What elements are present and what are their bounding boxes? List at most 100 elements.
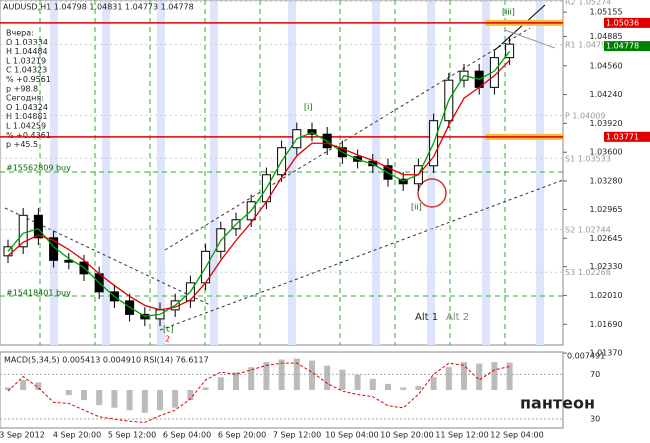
wave-label: [c] (163, 325, 174, 334)
macd-bar (400, 387, 407, 390)
macd-bar (187, 389, 194, 401)
rsi-line (7, 362, 510, 423)
day-separators (0, 0, 563, 345)
pivot-label: P 1.04009 (565, 111, 605, 120)
y-tick-label: 1.04240 (589, 90, 622, 99)
pivot-label: S2 1.02744 (565, 225, 611, 234)
header: AUDUSD,H1 1.04798 1.04831 1.04773 1.0477… (3, 3, 194, 12)
x-tick-label: 10 Sep 20:00 (380, 431, 433, 440)
pivot-name: S1 (565, 154, 575, 163)
macd-bar (111, 389, 118, 408)
rsi-tick: 30 (590, 415, 600, 424)
macd-bar (445, 367, 452, 390)
y-tick-label: 1.01690 (589, 320, 622, 329)
macd-bar (172, 389, 179, 408)
info-line: Сегодня: (6, 94, 44, 103)
macd-bar (35, 382, 42, 390)
price-box (604, 131, 650, 142)
pivot-label: S1 1.03533 (565, 154, 611, 163)
macd-bar (202, 387, 209, 390)
macd-bar (506, 362, 513, 390)
x-tick-label: 12 Sep 04:00 (490, 431, 543, 440)
macd-bar (309, 360, 315, 390)
price-label: 1.03771 (606, 132, 639, 141)
macd-bar (385, 383, 391, 390)
info-line: % +0.9561 (6, 75, 51, 84)
pivot-name: R1 (565, 40, 576, 49)
x-tick-label: 11 Sep 12:00 (435, 431, 488, 440)
pivot-value: 1.02744 (578, 225, 611, 234)
macd-bar (369, 378, 376, 390)
x-tick-label: 5 Sep 12:00 (108, 431, 156, 440)
y-tick-label: 1.04560 (589, 61, 622, 70)
macd-bar (126, 389, 133, 411)
order-label: #15418401 buy (6, 289, 71, 298)
wave-label: [iii] (502, 8, 515, 17)
price-box (604, 41, 650, 52)
macd-bar (233, 372, 239, 390)
wave-label: 2 (165, 335, 170, 344)
x-tick-label: 7 Sep 12:00 (273, 431, 321, 440)
macd-bar (141, 389, 148, 413)
macd-bar (217, 377, 224, 390)
info-line: O 1.03334 (6, 38, 48, 47)
macd-bar (65, 389, 72, 396)
x-tick-label: 6 Sep 20:00 (218, 431, 266, 440)
macd-bar (430, 377, 437, 390)
macd-bar (248, 367, 255, 390)
wave-label: [ii] (411, 203, 422, 212)
trend-arrows (494, 4, 556, 51)
y-tick-label: 1.03920 (589, 119, 622, 128)
pivot-value: 1.02268 (578, 268, 611, 277)
pivot-value: 1.03533 (578, 154, 611, 163)
y-tick-label: 1.02010 (589, 291, 622, 300)
macd-bar (461, 362, 467, 390)
indicator-title: MACD(5,34,5) 0.005413 0.004910 RSI(14) 7… (4, 356, 209, 365)
info-line: p +98.8 (6, 84, 38, 93)
pivot-label: R2 1.05274 (565, 0, 611, 6)
macd-bar (157, 389, 163, 411)
x-tick-label: 3 Sep 2012 (0, 431, 45, 440)
session-bands (50, 1, 544, 345)
macd-bar (263, 362, 270, 390)
pivot-value: 1.05274 (578, 0, 611, 6)
info-line: H 1.04484 (6, 47, 48, 56)
macd-bar (324, 365, 331, 390)
price-label: 1.04778 (606, 42, 639, 51)
macd-bar (415, 385, 422, 390)
y-tick-label: 1.03600 (589, 148, 622, 157)
pivot-label: R1 1.04796 (565, 40, 611, 49)
info-line: H 1.04881 (6, 112, 48, 121)
candle-body (18, 214, 28, 248)
pivot-label: S3 1.02268 (565, 268, 611, 277)
macd-bar (476, 363, 483, 390)
pivot-name: S3 (565, 268, 575, 277)
candle-body (33, 214, 43, 239)
info-line: O 1.04324 (6, 103, 48, 112)
info-line: C 1.04323 (6, 66, 47, 75)
pivot-value: 1.04009 (572, 111, 605, 120)
y-tick-label: 1.04885 (589, 32, 622, 41)
y-tick-label: 1.02965 (589, 205, 622, 214)
y-tick-label: 1.01370 (589, 349, 622, 358)
candle-body (49, 237, 59, 261)
highlight-circle (417, 178, 447, 208)
macd-bar (96, 389, 103, 406)
info-line: p +45.5 (6, 140, 38, 149)
y-tick-label: 1.05155 (589, 8, 622, 17)
pivot-value: 1.04796 (578, 40, 611, 49)
y-tick-label: 1.02645 (589, 234, 622, 243)
x-tick-label: 10 Sep 04:00 (325, 431, 378, 440)
logo: пантеон (520, 394, 595, 413)
y-tick-label: 1.03280 (589, 177, 622, 186)
macd-bar (354, 374, 361, 390)
macd-bar (339, 369, 346, 390)
alt-label: Alt 1 (415, 312, 438, 323)
alt-label: Alt 2 (446, 312, 469, 323)
info-line: Вчера: (6, 29, 34, 38)
price-label: 1.05036 (606, 18, 639, 27)
macd-bar (5, 387, 11, 390)
candle-body (505, 43, 515, 59)
